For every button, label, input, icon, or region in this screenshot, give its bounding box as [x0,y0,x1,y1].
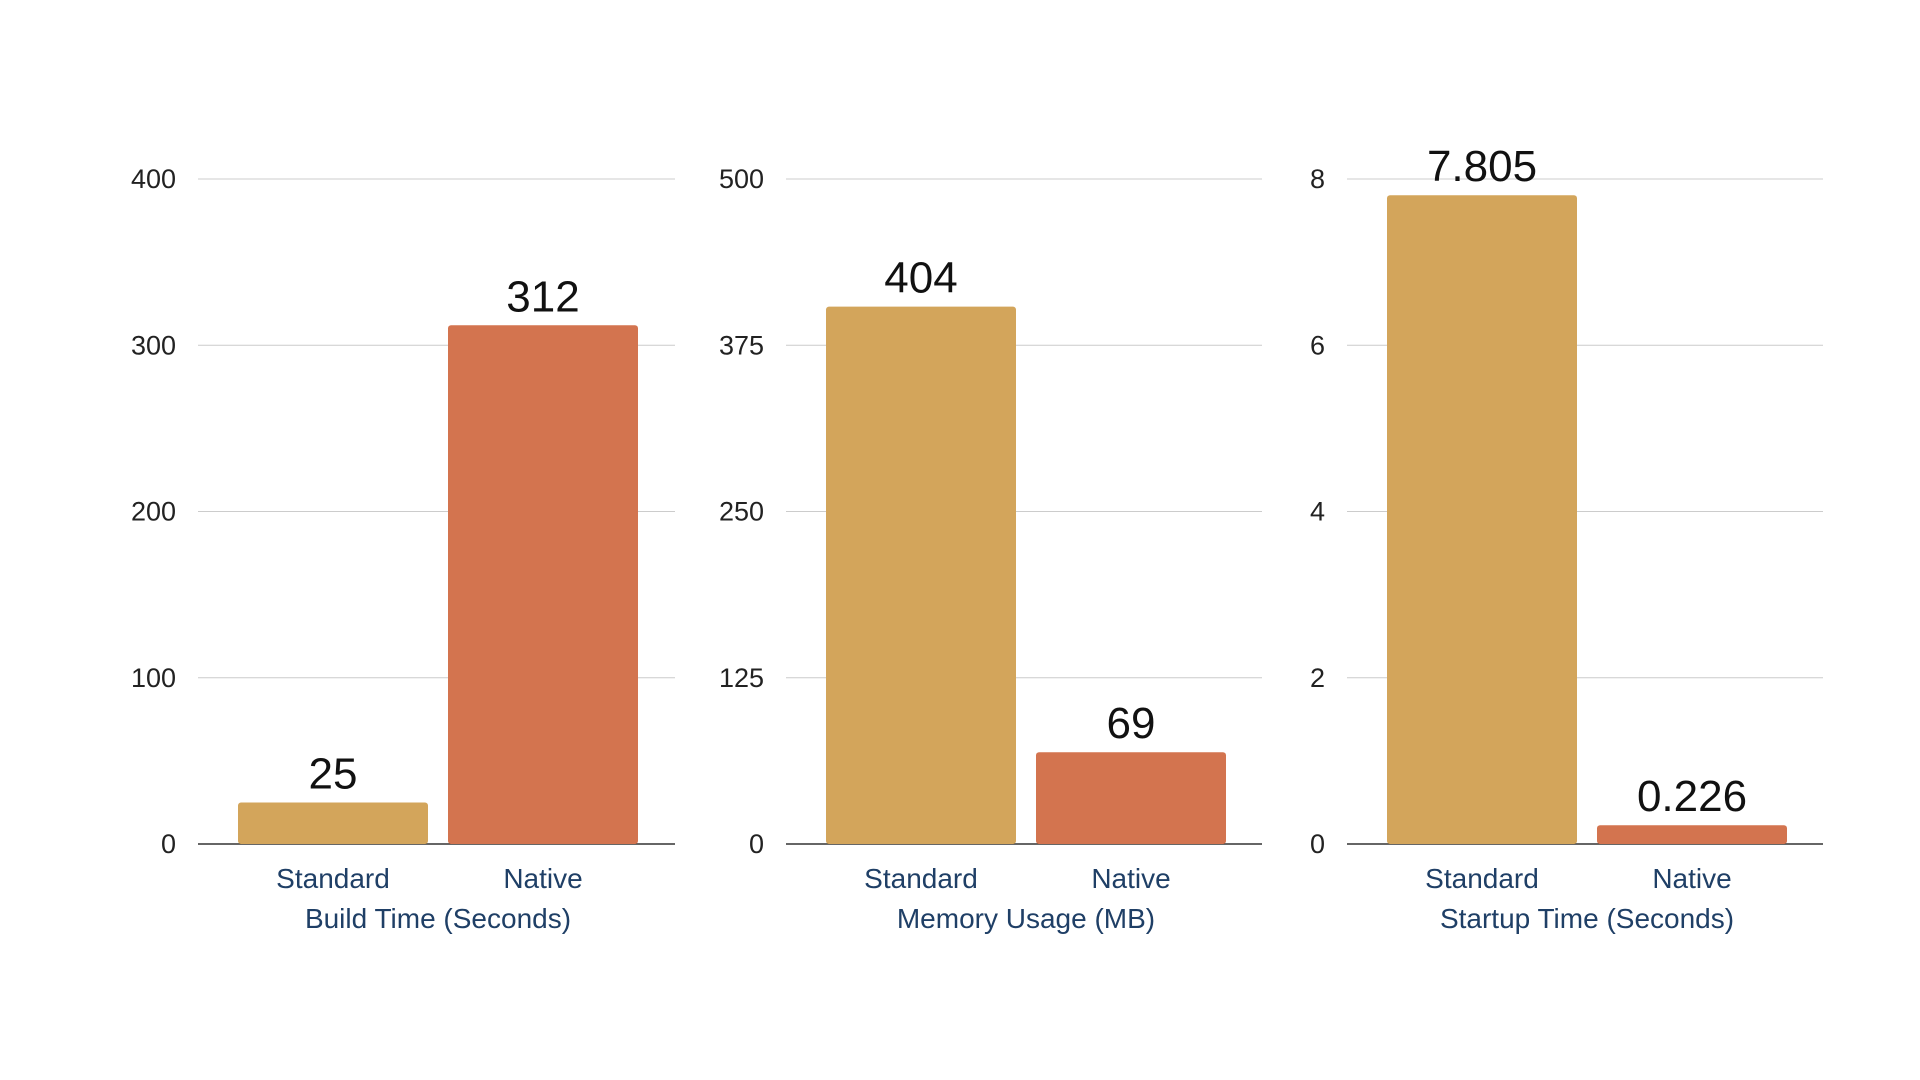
y-tick-label: 2 [1310,663,1325,693]
bar-native [1597,825,1787,844]
bar-native [1036,752,1226,844]
y-tick-label: 400 [131,164,176,194]
x-axis-title: Startup Time (Seconds) [1440,903,1734,934]
y-tick-label: 300 [131,330,176,360]
y-tick-label: 125 [719,663,764,693]
data-label: 0.226 [1637,772,1747,821]
y-tick-label: 4 [1310,497,1325,527]
bar-standard [1387,195,1577,845]
x-axis-title: Build Time (Seconds) [305,903,571,934]
y-tick-label: 100 [131,663,176,693]
x-tick-label: Native [1091,863,1170,894]
chart-panel-1: 0 100 200 300 400 25 Standard 312 Native Build Ti… [131,164,675,934]
chart-panel-2: 0 125 250 375 500 404 Standard 69 Native Memory U… [719,164,1262,934]
x-tick-label: Standard [276,863,390,894]
y-tick-label: 0 [161,829,176,859]
y-tick-label: 0 [749,829,764,859]
y-tick-label: 8 [1310,164,1325,194]
data-label: 312 [506,272,579,321]
y-tick-label: 250 [719,497,764,527]
y-tick-label: 0 [1310,829,1325,859]
bar-native [448,325,638,844]
x-tick-label: Standard [864,863,978,894]
x-tick-label: Native [503,863,582,894]
data-label: 25 [309,749,358,798]
x-tick-label: Standard [1425,863,1539,894]
y-tick-label: 375 [719,330,764,360]
data-label: 7.805 [1427,142,1537,191]
y-tick-label: 500 [719,164,764,194]
data-label: 69 [1107,699,1156,748]
bar-standard [238,802,428,844]
y-tick-label: 6 [1310,330,1325,360]
y-tick-label: 200 [131,497,176,527]
bar-standard [826,306,1016,844]
data-label: 404 [884,254,957,303]
chart-panel-3: 0 2 4 6 8 7.805 Standard 0.226 Native Startup Tim… [1310,142,1823,934]
x-axis-title: Memory Usage (MB) [897,903,1155,934]
x-tick-label: Native [1652,863,1731,894]
